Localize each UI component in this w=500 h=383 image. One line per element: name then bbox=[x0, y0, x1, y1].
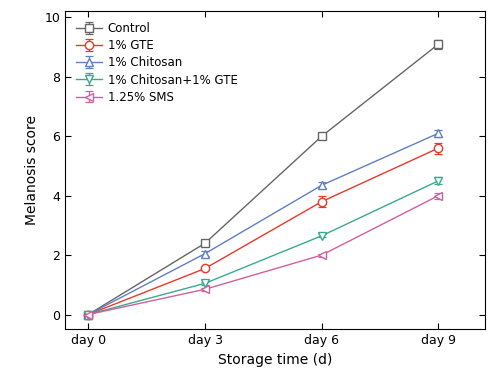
Legend: Control, 1% GTE, 1% Chitosan, 1% Chitosan+1% GTE, 1.25% SMS: Control, 1% GTE, 1% Chitosan, 1% Chitosa… bbox=[71, 17, 242, 108]
X-axis label: Storage time (d): Storage time (d) bbox=[218, 353, 332, 367]
Y-axis label: Melanosis score: Melanosis score bbox=[24, 115, 38, 226]
